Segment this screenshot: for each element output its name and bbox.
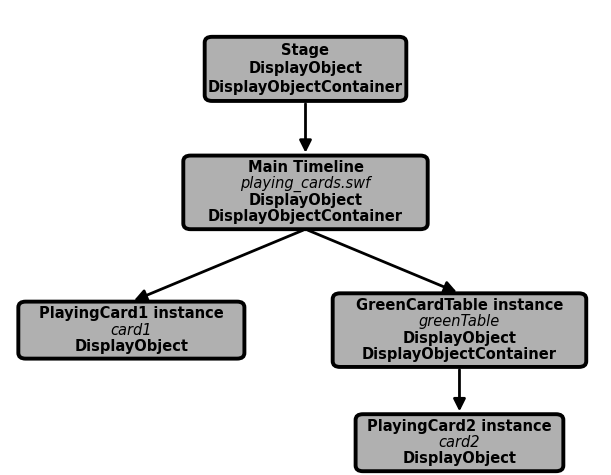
Text: card2: card2	[439, 435, 480, 450]
Text: PlayingCard2 instance: PlayingCard2 instance	[367, 419, 552, 434]
Text: DisplayObject: DisplayObject	[249, 61, 362, 76]
Text: greenTable: greenTable	[419, 314, 500, 330]
FancyBboxPatch shape	[183, 156, 428, 229]
Text: playing_cards.swf: playing_cards.swf	[240, 176, 371, 192]
FancyBboxPatch shape	[333, 294, 587, 367]
Text: DisplayObjectContainer: DisplayObjectContainer	[362, 347, 557, 362]
FancyBboxPatch shape	[18, 302, 244, 359]
Text: card1: card1	[111, 323, 152, 338]
Text: DisplayObject: DisplayObject	[75, 339, 188, 354]
FancyBboxPatch shape	[205, 37, 406, 101]
Text: DisplayObject: DisplayObject	[403, 451, 516, 466]
Text: DisplayObjectContainer: DisplayObjectContainer	[208, 209, 403, 224]
Text: Main Timeline: Main Timeline	[247, 161, 364, 175]
Text: DisplayObject: DisplayObject	[249, 193, 362, 208]
Text: DisplayObjectContainer: DisplayObjectContainer	[208, 80, 403, 95]
Text: GreenCardTable instance: GreenCardTable instance	[356, 298, 563, 313]
Text: DisplayObject: DisplayObject	[403, 331, 516, 346]
Text: Stage: Stage	[282, 43, 329, 58]
Text: PlayingCard1 instance: PlayingCard1 instance	[39, 306, 224, 322]
FancyBboxPatch shape	[356, 414, 563, 471]
